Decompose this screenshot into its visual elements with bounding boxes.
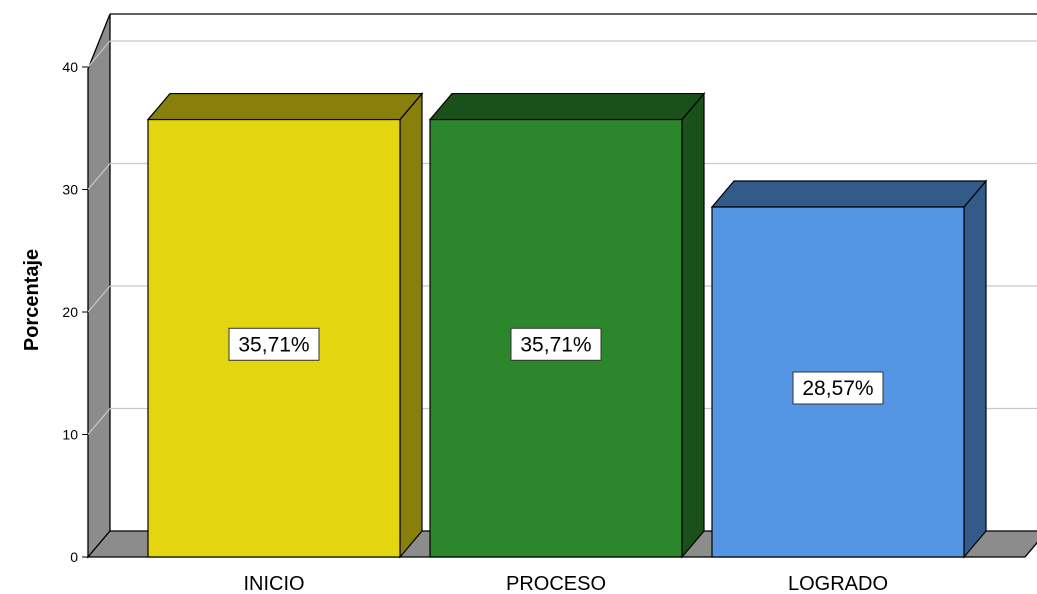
bar-top-face — [428, 92, 706, 121]
x-tick-label: LOGRADO — [788, 573, 888, 594]
y-tick-label: 30 — [62, 182, 78, 198]
bar-side-face — [681, 91, 705, 559]
y-axis-ticks: 0 10 20 30 40 — [62, 59, 88, 565]
data-label: 35,71% — [238, 333, 309, 356]
bar-side-face — [963, 179, 987, 559]
x-tick-label: PROCESO — [506, 573, 606, 594]
left-side-wall — [87, 13, 111, 559]
y-tick-label: 0 — [70, 549, 78, 565]
gridline-side — [87, 408, 111, 435]
bar-proceso: 35,71% — [428, 91, 706, 559]
gridline-side — [87, 285, 111, 313]
data-label: 35,71% — [520, 333, 591, 356]
data-label-box — [228, 327, 320, 361]
bars: 35,71% 35,71% 28,57% — [146, 91, 988, 559]
y-tick-label: 40 — [62, 59, 78, 75]
bar-logrado: 28,57% — [710, 179, 988, 559]
bar-side-face — [399, 91, 423, 559]
y-tick-label: 10 — [62, 427, 78, 443]
y-tick-label: 20 — [62, 304, 78, 320]
bar-top-face — [710, 180, 988, 208]
x-tick-label: INICIO — [243, 573, 304, 594]
gridline-side — [87, 163, 111, 190]
data-label-box — [510, 327, 602, 361]
y-axis-label: Porcentaje — [21, 249, 43, 351]
data-label: 28,57% — [802, 377, 873, 400]
bar-top-face — [146, 92, 424, 121]
data-label-box — [792, 371, 884, 405]
bar-inicio: 35,71% — [146, 91, 424, 559]
gridline-side — [87, 40, 111, 68]
x-axis-labels: INICIO PROCESO LOGRADO — [243, 573, 888, 594]
